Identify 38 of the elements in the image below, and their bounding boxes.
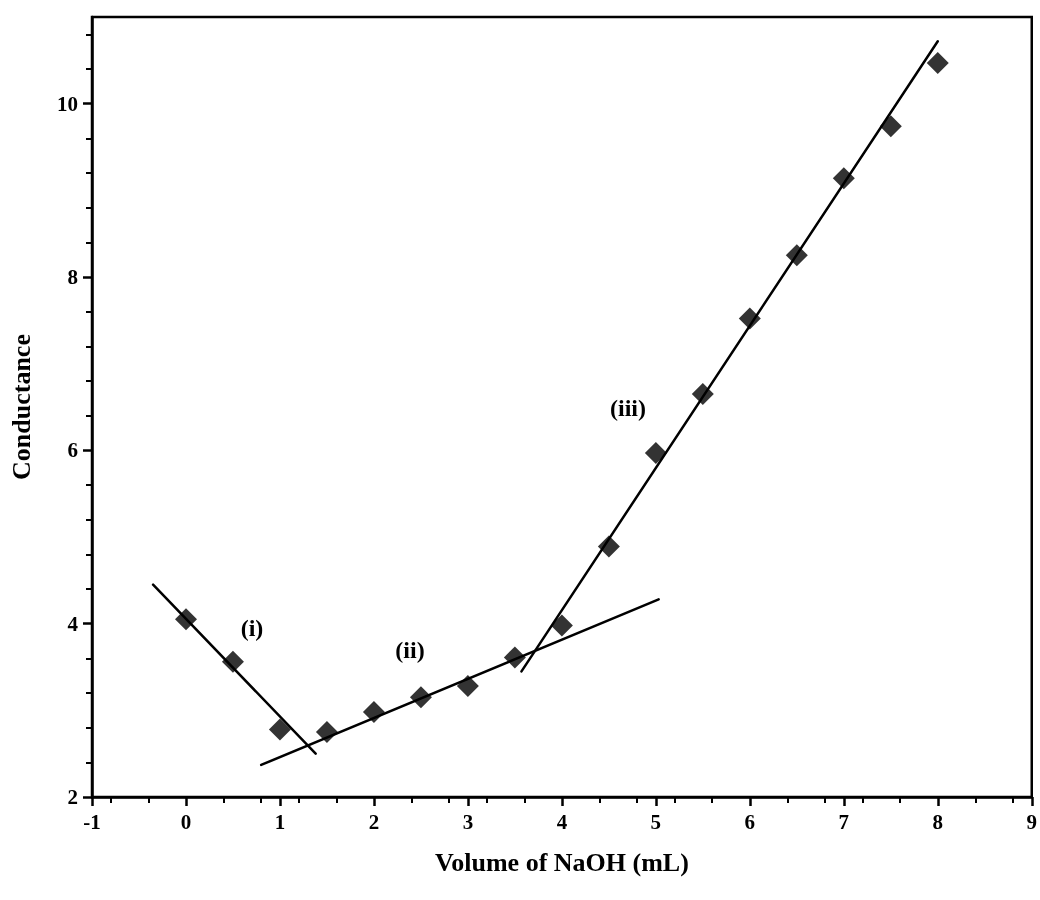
- x-tick-label: 5: [650, 809, 662, 834]
- point: [268, 718, 291, 741]
- y-tick-label: 4: [67, 611, 79, 636]
- point: [221, 650, 244, 673]
- point: [691, 383, 714, 405]
- point: [738, 307, 761, 330]
- y-tick-label: 2: [67, 785, 78, 809]
- x-tick-label: 9: [1026, 809, 1037, 834]
- x-tick-label: -1: [83, 809, 101, 834]
- x-tick-label: 3: [462, 809, 474, 834]
- x-axis-title: Volume of NaOH (mL): [434, 847, 689, 877]
- x-tick-label: 0: [180, 809, 192, 834]
- annotation: (i): [240, 615, 264, 641]
- point: [832, 167, 855, 190]
- point: [597, 535, 620, 558]
- point: [456, 675, 479, 698]
- y-tick-label: 10: [57, 91, 78, 116]
- x-tick-label: 8: [932, 809, 944, 834]
- y-tick-label: 6: [67, 438, 78, 463]
- annotation: (ii): [395, 637, 425, 663]
- x-tick-label: 4: [556, 809, 568, 834]
- point: [926, 51, 949, 74]
- point: [879, 115, 902, 138]
- point: [503, 646, 526, 669]
- x-tick-label: 1: [274, 809, 286, 834]
- y-tick-label: 8: [67, 265, 78, 289]
- x-tick-label: 7: [838, 809, 850, 834]
- x-tick-label: 2: [368, 809, 380, 834]
- y-axis-title: Conductance: [6, 334, 36, 480]
- point: [550, 614, 573, 637]
- annotation: (iii): [610, 395, 646, 421]
- x-tick-label: 6: [744, 809, 756, 834]
- point: [362, 701, 385, 724]
- point: [174, 608, 197, 631]
- point: [785, 244, 808, 267]
- point: [644, 441, 667, 464]
- point: [409, 686, 432, 709]
- point: [315, 721, 338, 743]
